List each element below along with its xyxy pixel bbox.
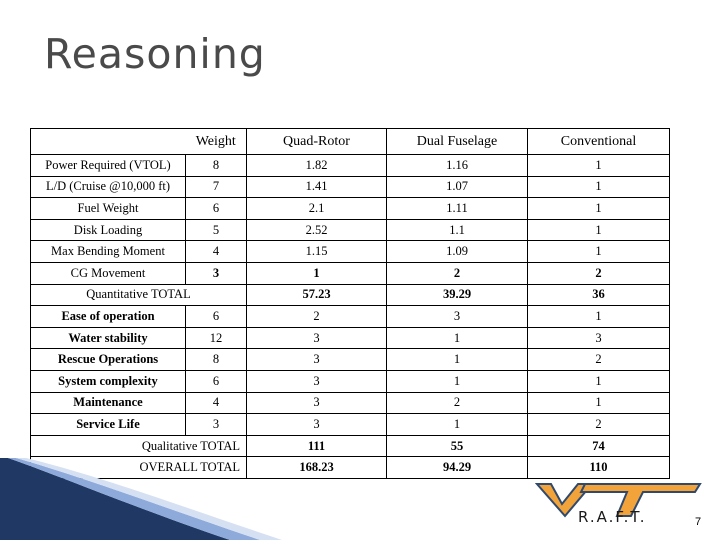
table-row: Power Required (VTOL) 8 1.82 1.16 1 xyxy=(30,154,670,177)
comparison-table: Weight Quad-Rotor Dual Fuselage Conventi… xyxy=(30,128,670,479)
conventional-cell: 2 xyxy=(527,348,670,371)
table-row: L/D (Cruise @10,000 ft) 7 1.41 1.07 1 xyxy=(30,176,670,199)
dual-fuselage-cell: 1.09 xyxy=(386,240,528,263)
dual-fuselage-cell: 1.1 xyxy=(386,219,528,242)
dual-fuselage-cell: 1 xyxy=(386,348,528,371)
table-row: Rescue Operations 8 3 1 2 xyxy=(30,348,670,371)
quad-rotor-cell: 3 xyxy=(246,392,387,415)
dual-fuselage-cell: 3 xyxy=(386,305,528,328)
quantitative-total-row: Quantitative TOTAL 57.23 39.29 36 xyxy=(30,284,670,307)
weight-cell: 5 xyxy=(185,219,247,242)
dual-fuselage-cell: 1 xyxy=(386,327,528,350)
header-conventional: Conventional xyxy=(527,128,670,155)
weight-cell: 8 xyxy=(185,154,247,177)
header-weight: Weight xyxy=(185,128,247,155)
dual-fuselage-cell: 1.11 xyxy=(386,197,528,220)
dual-fuselage-cell: 1 xyxy=(386,370,528,393)
total-label: Quantitative TOTAL xyxy=(30,284,247,307)
conventional-cell: 1 xyxy=(527,240,670,263)
conventional-cell: 1 xyxy=(527,219,670,242)
dual-fuselage-cell: 1 xyxy=(386,413,528,436)
table-row: Disk Loading 5 2.52 1.1 1 xyxy=(30,219,670,242)
quad-rotor-cell: 3 xyxy=(246,348,387,371)
footer-swoosh-graphic xyxy=(0,458,282,540)
weight-cell: 4 xyxy=(185,240,247,263)
conventional-cell: 1 xyxy=(527,392,670,415)
weight-cell: 12 xyxy=(185,327,247,350)
quad-rotor-cell: 3 xyxy=(246,413,387,436)
criterion-label: Maintenance xyxy=(30,392,186,415)
header-corner xyxy=(30,128,186,155)
dual-fuselage-total: 55 xyxy=(386,435,528,458)
conventional-cell: 2 xyxy=(527,413,670,436)
quad-rotor-cell: 1.82 xyxy=(246,154,387,177)
criterion-label: Max Bending Moment xyxy=(30,240,186,263)
qualitative-total-row: Qualitative TOTAL 111 55 74 xyxy=(30,435,670,458)
quad-rotor-cell: 2.1 xyxy=(246,197,387,220)
quad-rotor-cell: 3 xyxy=(246,327,387,350)
table-row: Max Bending Moment 4 1.15 1.09 1 xyxy=(30,240,670,263)
criterion-label: Service Life xyxy=(30,413,186,436)
weight-cell: 4 xyxy=(185,392,247,415)
weight-cell: 3 xyxy=(185,413,247,436)
quad-rotor-total: 168.23 xyxy=(246,456,387,479)
conventional-cell: 1 xyxy=(527,197,670,220)
criterion-label: Fuel Weight xyxy=(30,197,186,220)
criterion-label: L/D (Cruise @10,000 ft) xyxy=(30,176,186,199)
criterion-label: Water stability xyxy=(30,327,186,350)
header-dual-fuselage: Dual Fuselage xyxy=(386,128,528,155)
weight-cell: 3 xyxy=(185,262,247,285)
conventional-cell: 1 xyxy=(527,154,670,177)
dual-fuselage-cell: 2 xyxy=(386,392,528,415)
header-quad-rotor: Quad-Rotor xyxy=(246,128,387,155)
criterion-label: System complexity xyxy=(30,370,186,393)
quad-rotor-total: 57.23 xyxy=(246,284,387,307)
criterion-label: Rescue Operations xyxy=(30,348,186,371)
conventional-cell: 1 xyxy=(527,176,670,199)
weight-cell: 7 xyxy=(185,176,247,199)
dual-fuselage-cell: 1.07 xyxy=(386,176,528,199)
dual-fuselage-cell: 2 xyxy=(386,262,528,285)
slide-title: Reasoning xyxy=(44,30,266,78)
conventional-cell: 1 xyxy=(527,370,670,393)
logo-text: R.A.F.T. xyxy=(578,508,647,526)
overall-total-row: OVERALL TOTAL 168.23 94.29 110 xyxy=(30,456,670,479)
quad-rotor-cell: 1.41 xyxy=(246,176,387,199)
quad-rotor-cell: 2.52 xyxy=(246,219,387,242)
conventional-cell: 2 xyxy=(527,262,670,285)
quad-rotor-cell: 2 xyxy=(246,305,387,328)
dual-fuselage-total: 39.29 xyxy=(386,284,528,307)
dual-fuselage-cell: 1.16 xyxy=(386,154,528,177)
conventional-cell: 1 xyxy=(527,305,670,328)
quad-rotor-cell: 1 xyxy=(246,262,387,285)
weight-cell: 6 xyxy=(185,197,247,220)
conventional-cell: 3 xyxy=(527,327,670,350)
total-label: Qualitative TOTAL xyxy=(30,435,247,458)
table-row: System complexity 6 3 1 1 xyxy=(30,370,670,393)
table-row: Water stability 12 3 1 3 xyxy=(30,327,670,350)
weight-cell: 6 xyxy=(185,370,247,393)
table-row: Fuel Weight 6 2.1 1.11 1 xyxy=(30,197,670,220)
page-number: 7 xyxy=(695,516,702,528)
criterion-label: Disk Loading xyxy=(30,219,186,242)
quad-rotor-cell: 3 xyxy=(246,370,387,393)
dual-fuselage-total: 94.29 xyxy=(386,456,528,479)
quad-rotor-cell: 1.15 xyxy=(246,240,387,263)
criterion-label: Power Required (VTOL) xyxy=(30,154,186,177)
conventional-total: 36 xyxy=(527,284,670,307)
total-label: OVERALL TOTAL xyxy=(30,456,247,479)
table-row: CG Movement 3 1 2 2 xyxy=(30,262,670,285)
criterion-label: CG Movement xyxy=(30,262,186,285)
table-header-row: Weight Quad-Rotor Dual Fuselage Conventi… xyxy=(30,128,670,155)
raft-logo xyxy=(535,483,702,518)
table-row: Maintenance 4 3 2 1 xyxy=(30,392,670,415)
table-row: Service Life 3 3 1 2 xyxy=(30,413,670,436)
quad-rotor-total: 111 xyxy=(246,435,387,458)
weight-cell: 8 xyxy=(185,348,247,371)
conventional-total: 110 xyxy=(527,456,670,479)
table-row: Ease of operation 6 2 3 1 xyxy=(30,305,670,328)
conventional-total: 74 xyxy=(527,435,670,458)
weight-cell: 6 xyxy=(185,305,247,328)
criterion-label: Ease of operation xyxy=(30,305,186,328)
